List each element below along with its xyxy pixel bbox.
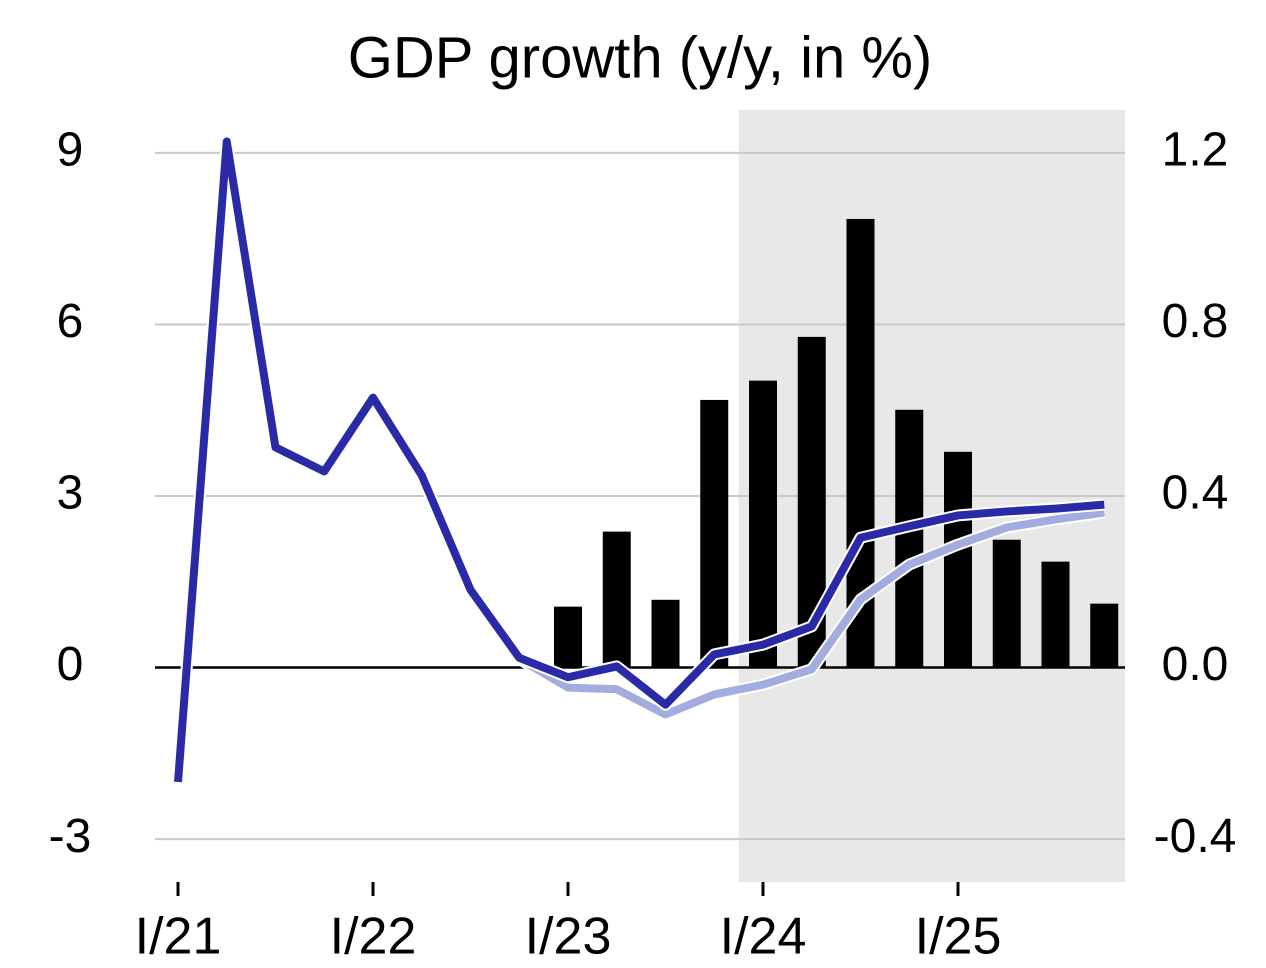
y2-tick-label: 0.0 — [1162, 638, 1229, 691]
y-tick-label: 6 — [57, 295, 84, 348]
x-tick-label: I/24 — [720, 908, 807, 966]
bar — [554, 606, 582, 668]
x-tick-label: I/22 — [330, 908, 417, 966]
bar — [749, 380, 777, 668]
y-tick-label: -3 — [49, 810, 92, 863]
y-tick-label: 3 — [57, 467, 84, 520]
bar — [895, 409, 924, 668]
y2-tick-label: 1.2 — [1162, 124, 1229, 177]
line — [517, 508, 1105, 719]
x-tick-label: I/25 — [915, 908, 1002, 966]
bar — [602, 531, 631, 668]
x-tick-label: I/23 — [525, 908, 612, 966]
bar — [944, 451, 972, 668]
y-tick-label: 0 — [57, 638, 84, 691]
y-tick-label: 9 — [57, 124, 84, 177]
y2-tick-label: 0.4 — [1162, 467, 1229, 520]
bar — [700, 399, 729, 668]
bar — [1090, 603, 1119, 668]
bar — [1041, 561, 1070, 668]
bar — [651, 599, 680, 668]
y2-tick-label: 0.8 — [1162, 295, 1229, 348]
line — [174, 137, 1105, 783]
x-tick-label: I/21 — [135, 908, 222, 966]
y2-tick-label: -0.4 — [1154, 810, 1237, 863]
chart-title: GDP growth (y/y, in %) — [348, 25, 932, 90]
bar — [992, 539, 1021, 668]
